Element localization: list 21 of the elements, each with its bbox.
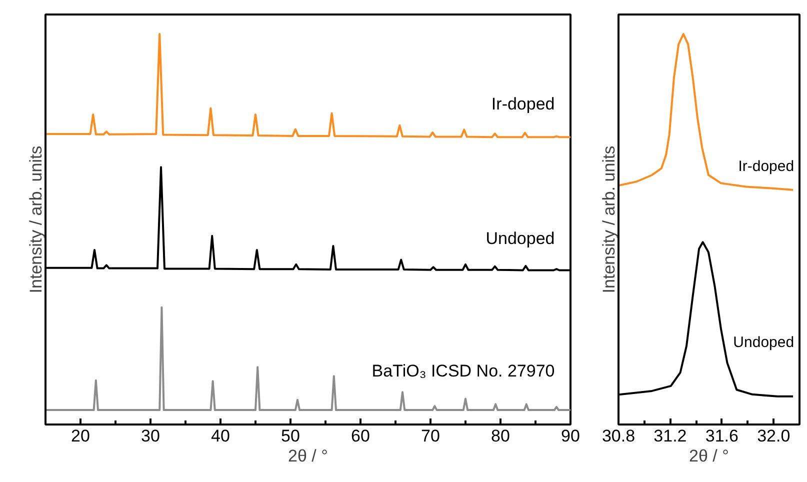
x-tick-label: 90 xyxy=(561,426,580,446)
x-tick-label: 30.8 xyxy=(602,426,636,446)
x-tick-label: 32.0 xyxy=(757,426,790,446)
x-axis-title: 2θ / ° xyxy=(689,446,729,466)
series-label: BaTiO₃ ICSD No. 27970 xyxy=(372,361,555,380)
series-label: Ir-doped xyxy=(738,158,794,175)
x-tick-label: 50 xyxy=(281,426,300,446)
series-label: Undoped xyxy=(733,334,794,352)
x-axis-title: 2θ / ° xyxy=(288,446,328,466)
x-tick-label: 30 xyxy=(141,426,160,446)
x-tick-label: 20 xyxy=(71,426,90,446)
series-label: Ir-doped xyxy=(491,94,555,114)
x-tick-label: 40 xyxy=(211,426,230,446)
y-axis-title: Intensity / arb. units xyxy=(26,146,46,294)
x-tick-label: 80 xyxy=(491,426,510,446)
y-axis-title: Intensity / arb. units xyxy=(600,146,618,294)
x-tick-label: 31.2 xyxy=(654,426,687,446)
x-tick-label: 60 xyxy=(351,426,370,446)
x-tick-label: 31.6 xyxy=(705,426,738,446)
series-label: Undoped xyxy=(486,229,555,248)
x-tick-label: 70 xyxy=(421,426,440,446)
